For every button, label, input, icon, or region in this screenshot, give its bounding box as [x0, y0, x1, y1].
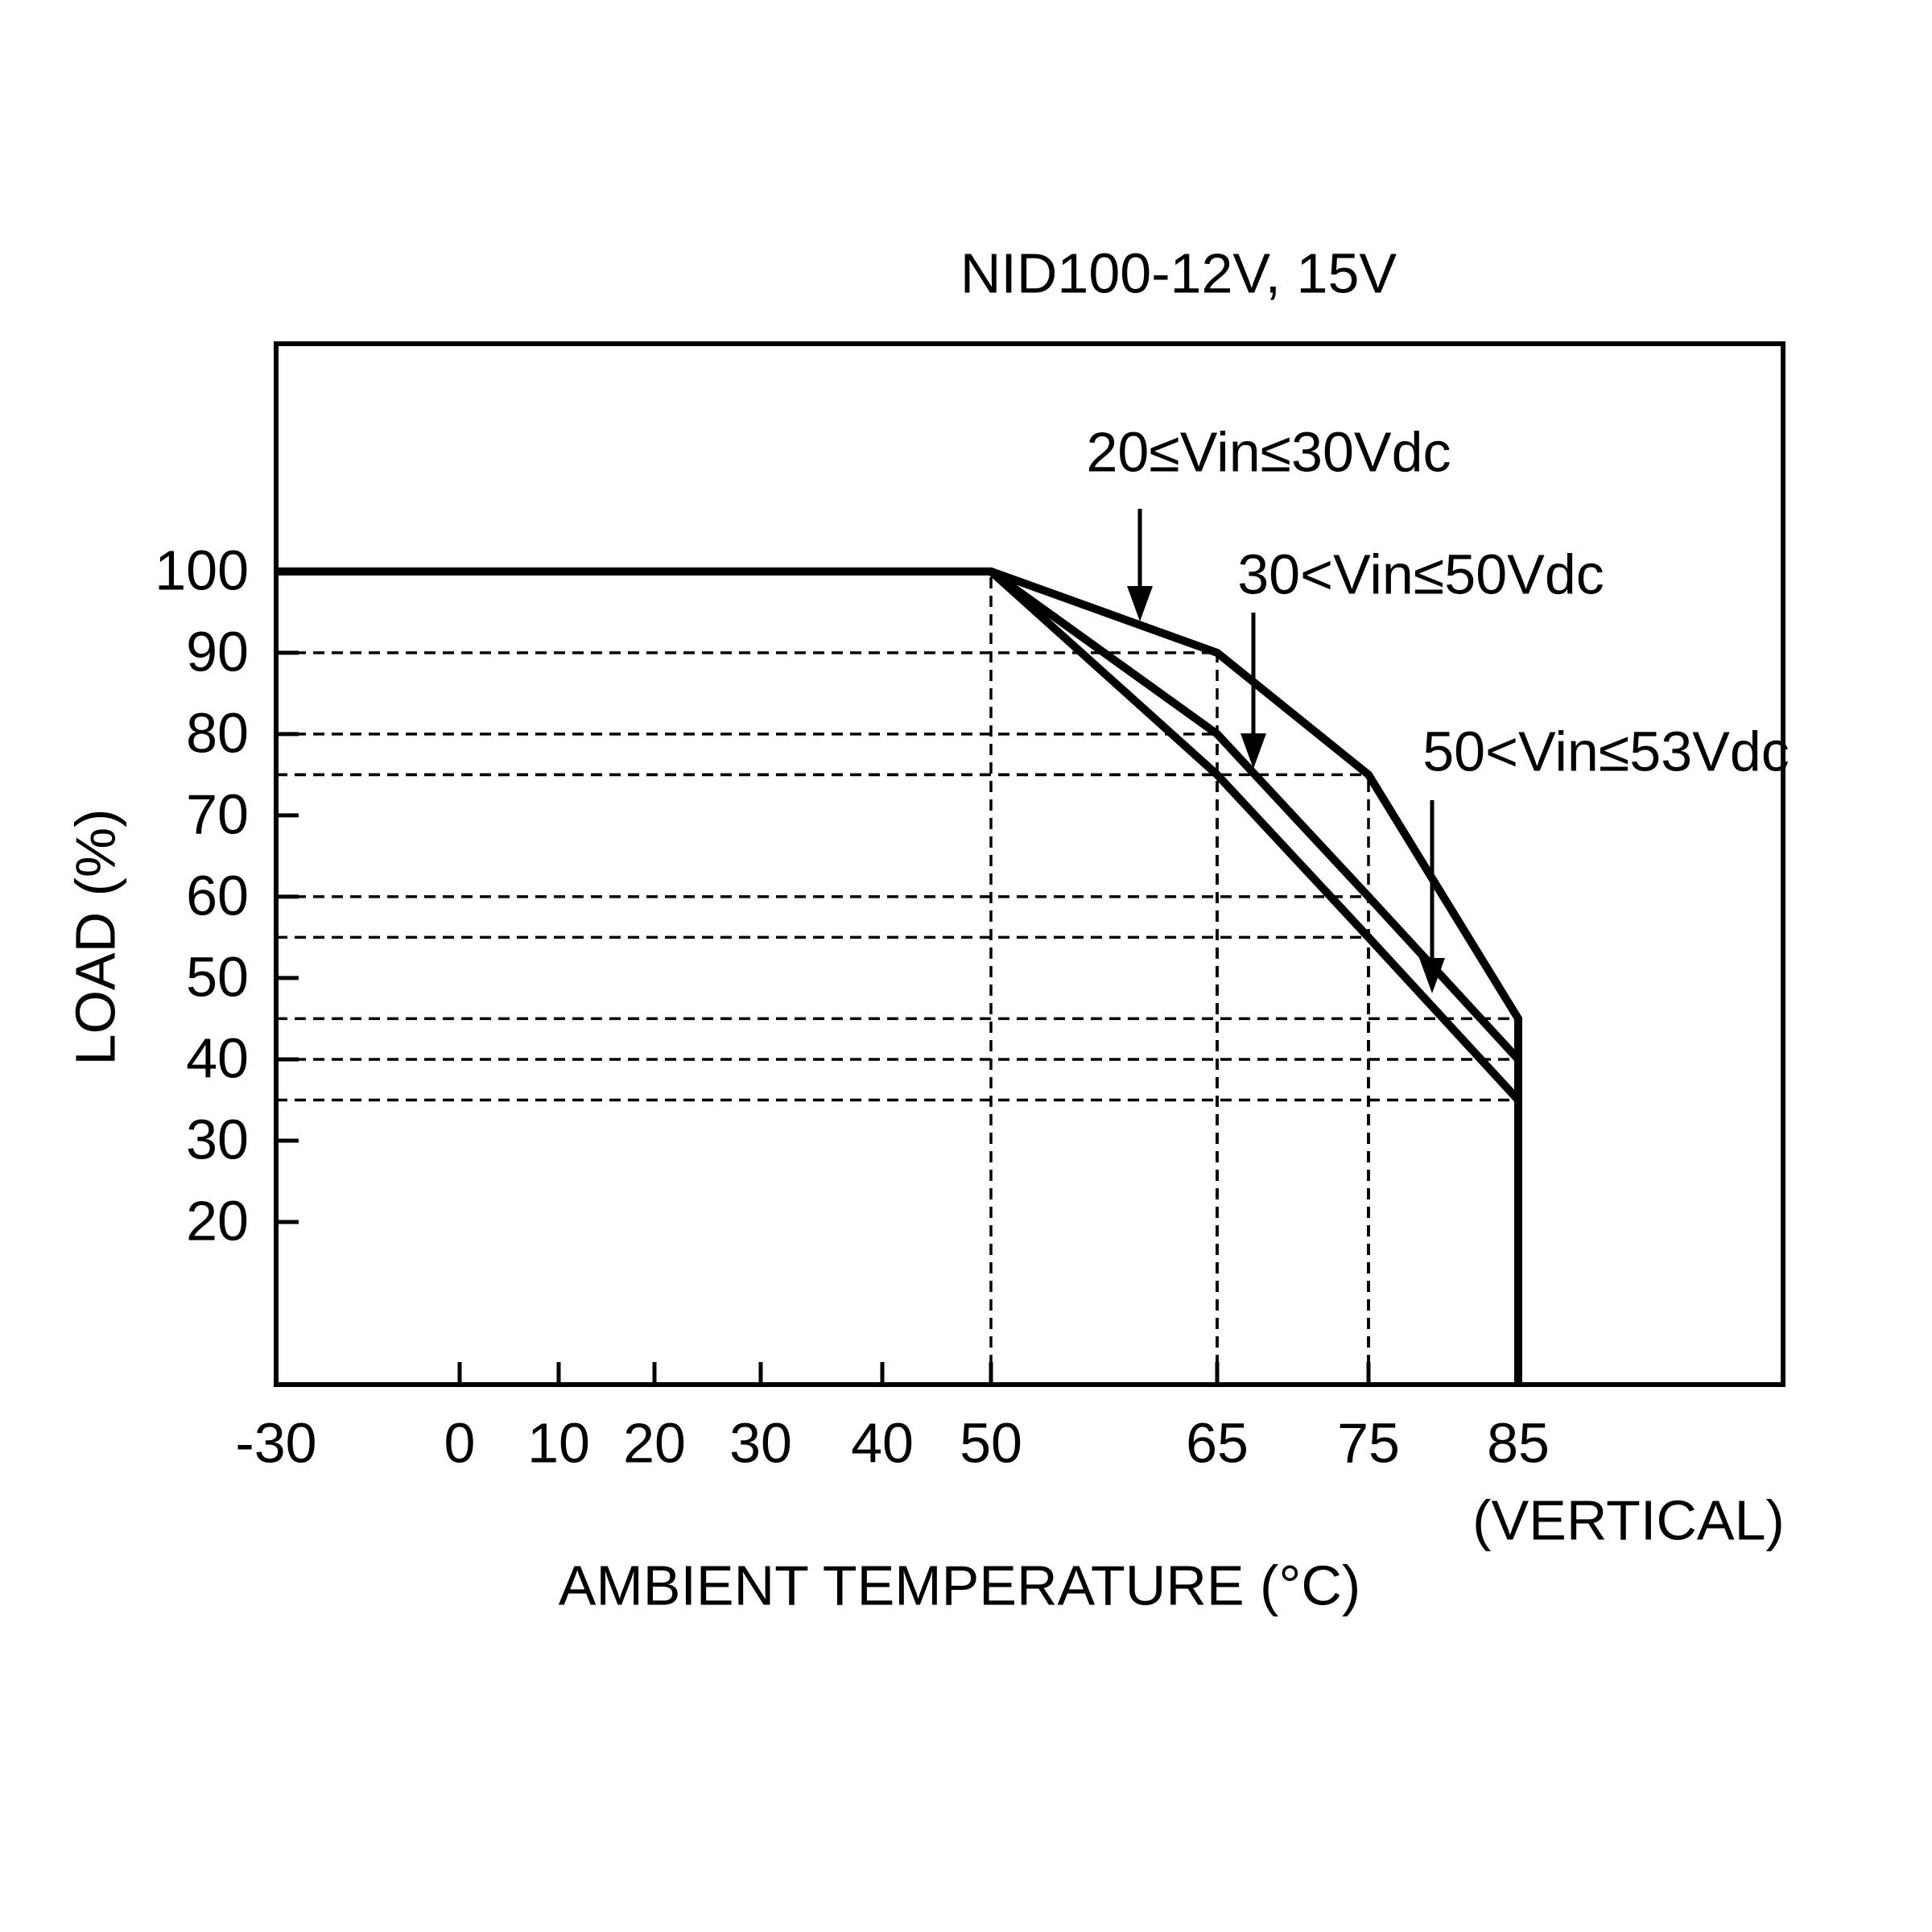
- x-tick-label: 75: [1337, 1411, 1400, 1474]
- y-tick-label: 70: [186, 782, 249, 845]
- y-tick-label: 40: [186, 1026, 249, 1089]
- series-label: 50<Vin≤53Vdc: [1422, 720, 1790, 782]
- y-tick-label: 90: [186, 620, 249, 683]
- x-tick-label: 50: [960, 1411, 1022, 1474]
- x-tick-label: 85: [1487, 1411, 1550, 1474]
- x-tick-label: 40: [851, 1411, 914, 1474]
- y-tick-label: 80: [186, 701, 249, 764]
- series-label: 20≤Vin≤30Vdc: [1086, 420, 1451, 483]
- y-axis-label: LOAD (%): [64, 809, 126, 1066]
- plot-frame: [274, 341, 1785, 1387]
- series-label: 30<Vin≤50Vdc: [1237, 543, 1604, 605]
- label-arrowhead: [1241, 733, 1266, 769]
- x-tick-label: 65: [1186, 1411, 1249, 1474]
- y-tick-label: 60: [186, 864, 249, 927]
- x-tick-label: 10: [527, 1411, 590, 1474]
- y-tick-label: 50: [186, 945, 249, 1008]
- y-tick-label: 100: [155, 539, 249, 601]
- x-tick-label: -30: [235, 1411, 316, 1474]
- label-arrowhead: [1127, 586, 1153, 621]
- chart-title: NID100-12V, 15V: [960, 242, 1397, 304]
- y-tick-label: 30: [186, 1108, 249, 1170]
- series-line: [276, 567, 1522, 1385]
- series-line: [989, 568, 1521, 1063]
- x-tick-label: 30: [729, 1411, 792, 1474]
- label-arrowhead: [1419, 958, 1445, 993]
- y-tick-label: 20: [186, 1189, 249, 1252]
- x-axis-note: (VERTICAL): [1472, 1488, 1785, 1551]
- x-axis-label: AMBIENT TEMPERATURE (°C): [559, 1554, 1360, 1616]
- series-line: [988, 568, 1521, 1103]
- x-tick-label: 20: [623, 1411, 686, 1474]
- x-tick-label: 0: [444, 1411, 476, 1474]
